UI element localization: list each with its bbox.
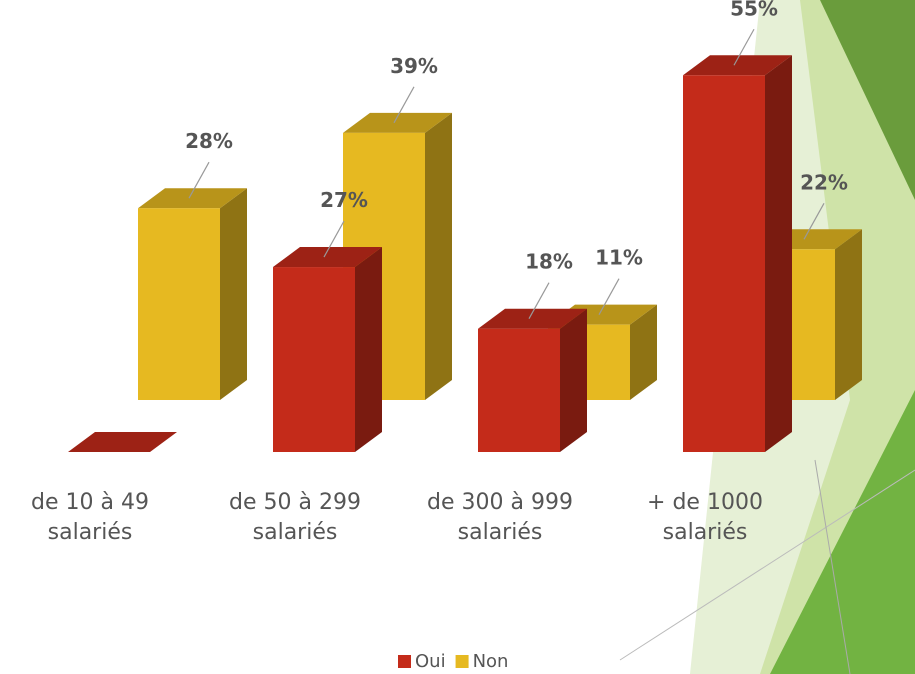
leader-line [393, 86, 415, 124]
background-line [814, 459, 851, 674]
legend-label: Oui [415, 651, 446, 672]
bar-side [220, 188, 247, 400]
legend-swatch [398, 655, 411, 668]
bar [138, 208, 220, 400]
bar-side [425, 112, 452, 400]
background-line [619, 469, 915, 661]
bar-side [560, 308, 587, 452]
bar-side [765, 55, 792, 452]
legend: Oui Non [398, 651, 508, 672]
x-tick-label: de 10 à 49 salariés [31, 490, 149, 545]
leader-line [733, 28, 755, 66]
leader-line [323, 220, 345, 258]
bar-top [273, 247, 382, 268]
bar-top [343, 112, 452, 133]
bar-side [835, 229, 862, 400]
bar-top [478, 308, 587, 329]
bar-top [138, 188, 247, 209]
bar [273, 267, 355, 452]
x-tick-label: de 300 à 999 salariés [427, 490, 573, 545]
leader-line [598, 278, 620, 315]
x-tick-label: + de 1000 salariés [647, 490, 763, 545]
leader-line [803, 203, 825, 240]
background-shape [770, 390, 915, 674]
x-tick-label: de 50 à 299 salariés [229, 490, 361, 545]
background-shape [820, 0, 915, 200]
bar-top [683, 55, 792, 76]
data-label: 27% [320, 188, 368, 212]
data-label: 39% [390, 54, 438, 78]
data-label: 11% [595, 246, 643, 270]
leader-line [528, 282, 550, 319]
data-label: 28% [185, 129, 233, 153]
data-label: 55% [730, 0, 778, 20]
bar-top [68, 432, 177, 452]
plot-area: 28% 39% 11% 22% 27% 18% 55% [68, 0, 862, 452]
bar [683, 75, 765, 452]
bar-side [355, 247, 382, 452]
legend-swatch [455, 655, 469, 668]
legend-label: Non [473, 651, 509, 672]
leader-line [188, 161, 210, 199]
bar [478, 328, 560, 452]
bar-side [630, 304, 657, 400]
data-label: 22% [800, 170, 848, 194]
data-label: 18% [525, 250, 573, 274]
